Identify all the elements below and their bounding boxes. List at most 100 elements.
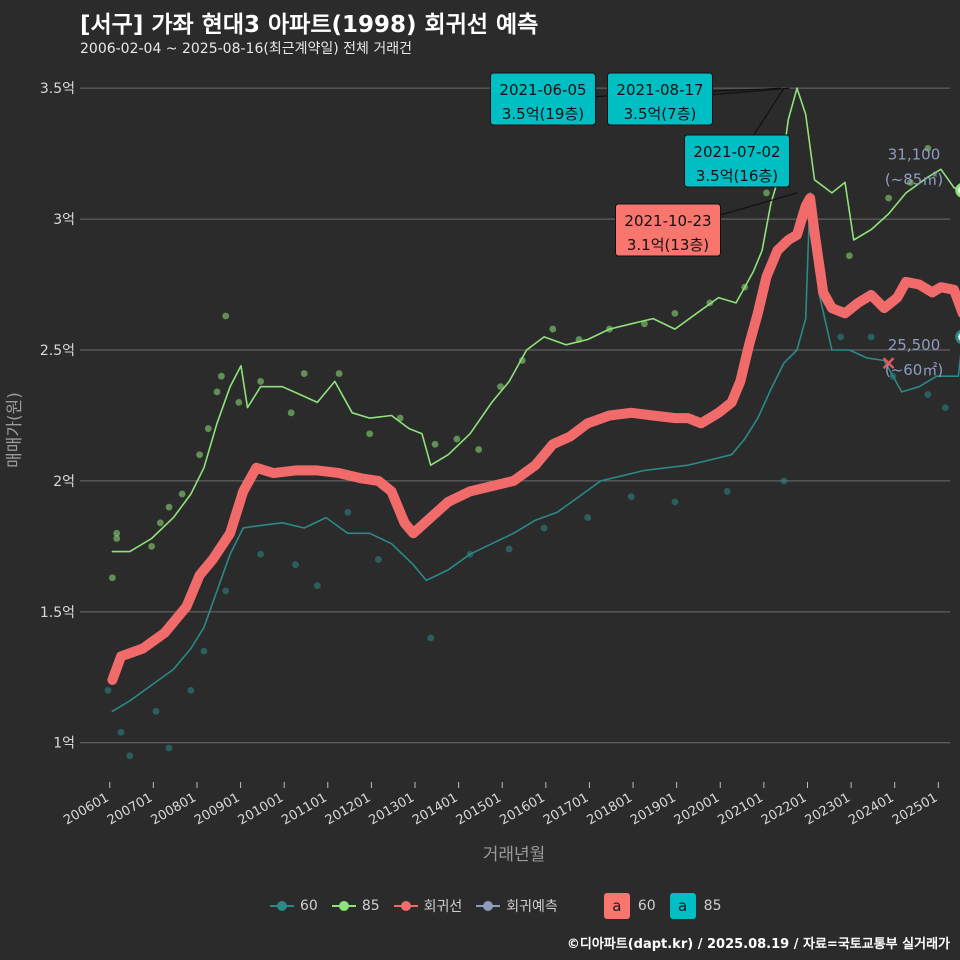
scatter-point-60	[257, 550, 265, 558]
series-line-60	[111, 192, 960, 713]
x-tick-label: 201901	[628, 790, 678, 828]
legend-box-85-swatch: a	[669, 893, 696, 919]
scatter-point-85	[640, 320, 648, 328]
annotation-date: 2021-10-23	[624, 212, 711, 230]
annotation-box	[607, 72, 713, 126]
scatter-point-85	[222, 312, 230, 320]
scatter-point-60	[941, 404, 949, 411]
end-point-marker	[955, 329, 960, 344]
x-axis-label: 거래년월	[483, 845, 546, 865]
x-tick-label: 200901	[192, 790, 242, 828]
annotation-date: 2021-06-05	[499, 81, 586, 99]
scatter-point-85	[671, 309, 679, 317]
legend-box-60-swatch: a	[603, 893, 630, 919]
legend-item-60: 60	[270, 898, 318, 914]
scatter-point-60	[837, 333, 845, 341]
x-tick-label: 200601	[61, 790, 111, 828]
y-tick-label: 2.5억	[40, 343, 75, 359]
series-line-회귀선	[107, 193, 960, 685]
legend-key-85-icon	[331, 898, 356, 914]
scatter-point-85	[431, 440, 439, 448]
x-tick-label: 202101	[715, 790, 765, 828]
chart-subtitle: 2006-02-04 ~ 2025-08-16(최근계약일) 전체 거래건	[80, 41, 412, 57]
scatter-point-85	[235, 398, 243, 406]
scatter-point-85	[845, 252, 853, 260]
grid-layer	[80, 87, 950, 744]
legend-label-60: 60	[300, 898, 318, 914]
annotation-price: 3.5억(7층)	[624, 105, 697, 123]
scatter-point-85	[217, 372, 225, 380]
x-tick-label: 202501	[890, 790, 940, 828]
scatter-point-60	[152, 707, 160, 715]
legend-item-85: 85	[331, 898, 380, 914]
scatter-point-85	[300, 370, 308, 377]
scatter-point-85	[763, 189, 770, 197]
y-tick-label: 2억	[53, 474, 75, 490]
line-layer: 31,100 (~85㎡) 25,500 (~60㎡)	[107, 87, 960, 713]
x-tick-label: 201001	[236, 790, 286, 828]
annotation-layer: 2021-06-05 3.5억(19층) 2021-08-17 3.5억(7층) 202…	[490, 72, 798, 257]
scatter-point-60	[723, 487, 731, 495]
x-tick-label: 201401	[410, 790, 460, 828]
scatter-point-60	[292, 561, 299, 569]
annotation-box	[490, 72, 596, 126]
legend: 60 85 회귀선 회귀예측 a 60 a 85	[270, 893, 735, 919]
legend-box-85: a 85	[669, 893, 722, 919]
x-tick-label: 200701	[105, 790, 155, 828]
scatter-point-60	[313, 582, 321, 590]
scatter-point-60	[867, 333, 875, 341]
end-point-marker	[955, 183, 960, 198]
prediction-marker	[882, 357, 895, 369]
scatter-point-85	[178, 490, 186, 498]
end-label-area: (~60㎡)	[885, 361, 943, 379]
scatter-point-60	[627, 493, 635, 501]
scatter-point-85	[148, 542, 156, 550]
annotation-box	[615, 203, 721, 257]
scatter-point-85	[549, 325, 557, 333]
axis-layer: 1억 1.5억 2억 2.5억 3억 3.5억 2006012007012008012009…	[40, 81, 940, 828]
scatter-point-85	[165, 503, 173, 511]
scatter-point-60	[165, 744, 173, 752]
legend-key-60-icon	[270, 898, 294, 914]
x-tick-label: 201201	[323, 790, 373, 828]
x-tick-label: 202401	[846, 790, 896, 828]
scatter-point-60	[505, 545, 513, 553]
y-axis-label: 매매가(원)	[5, 392, 25, 468]
legend-box-85-label: 85	[703, 898, 722, 914]
legend-box-60-label: 60	[637, 898, 656, 914]
annotation-date: 2021-08-17	[616, 81, 703, 99]
legend-key-prediction-icon	[476, 898, 501, 914]
scatter-point-85	[113, 535, 121, 542]
scatter-point-85	[108, 574, 116, 582]
y-tick-label: 3억	[53, 212, 75, 228]
annotation-box	[684, 134, 790, 188]
scatter-point-85	[196, 451, 203, 459]
scatter-point-85	[335, 370, 343, 377]
end-label-area: (~85㎡)	[885, 170, 943, 188]
x-tick-label: 202201	[759, 790, 809, 828]
x-tick-label: 201101	[279, 790, 329, 828]
annotation-price: 3.5억(16층)	[696, 167, 778, 185]
legend-box-60: a 60	[603, 893, 656, 919]
scatter-point-85	[257, 378, 265, 385]
x-tick-label: 201501	[454, 790, 504, 828]
scatter-point-60	[374, 556, 382, 563]
x-tick-label: 201801	[585, 790, 635, 828]
y-tick-label: 1억	[53, 736, 75, 752]
annotation-price: 3.1억(13층)	[627, 236, 709, 254]
x-tick-label: 201601	[497, 790, 547, 828]
scatter-point-85	[497, 383, 504, 391]
scatter-point-85	[156, 519, 164, 527]
legend-key-regression-icon	[393, 898, 418, 914]
y-tick-label: 1.5억	[40, 605, 75, 621]
scatter-point-60	[117, 728, 125, 736]
x-tick-label: 201301	[367, 790, 417, 828]
scatter-point-60	[780, 477, 788, 485]
legend-label-85: 85	[361, 898, 380, 914]
legend-label-prediction: 회귀예측	[506, 899, 558, 915]
scatter-point-85	[213, 388, 221, 396]
x-tick-label: 202001	[672, 790, 722, 828]
legend-item-prediction: 회귀예측	[476, 896, 558, 916]
scatter-point-60	[344, 508, 352, 516]
